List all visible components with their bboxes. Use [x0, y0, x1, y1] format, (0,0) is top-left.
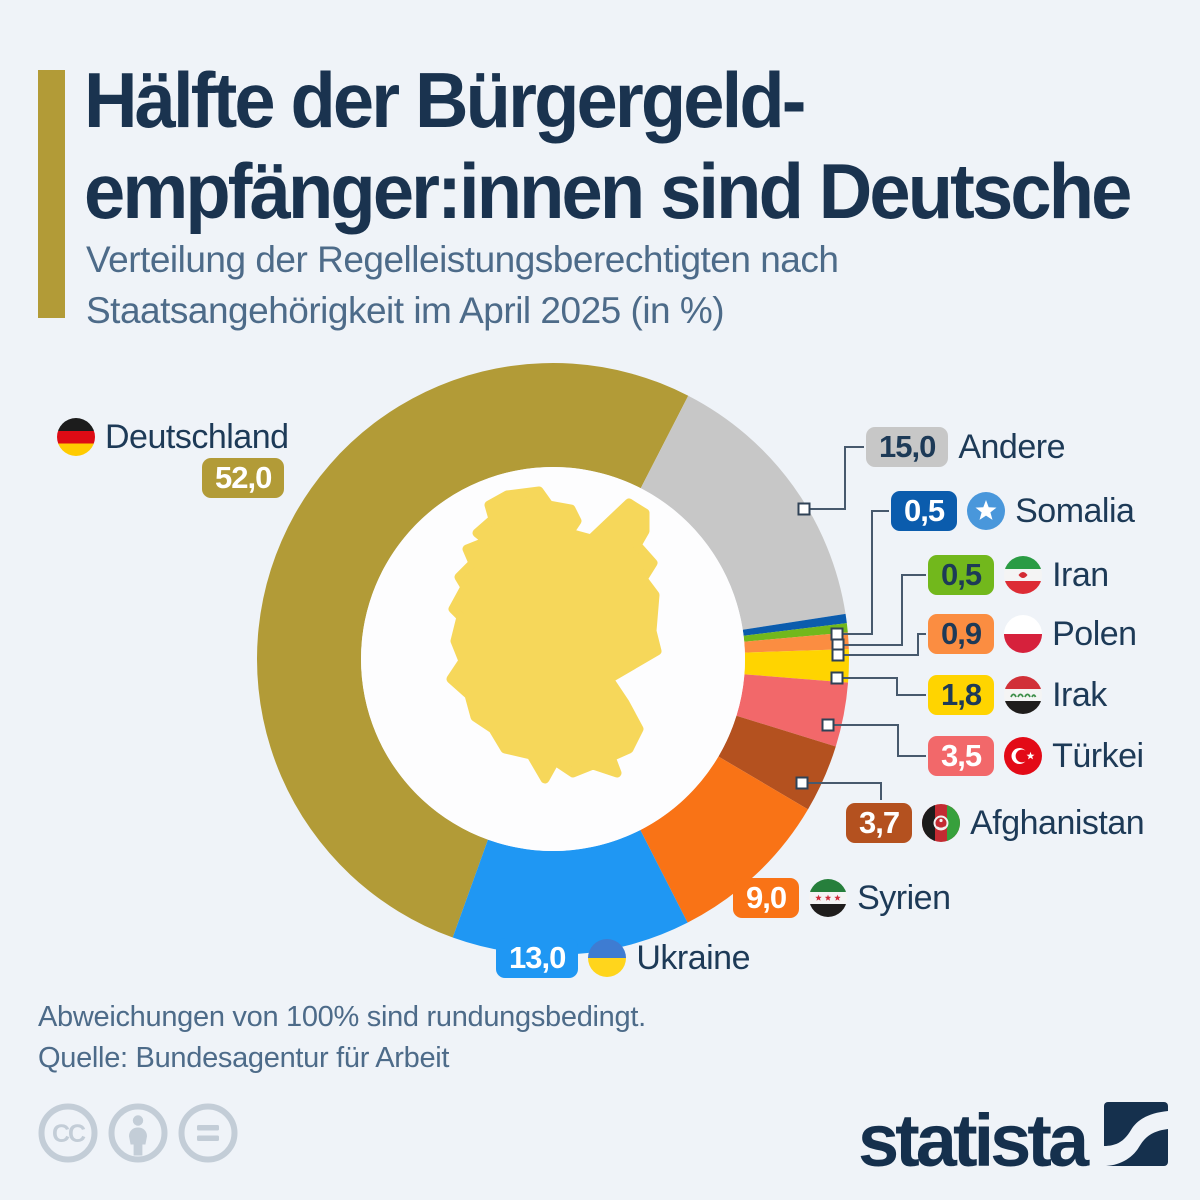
legend-row-iran: 0,5 Iran — [928, 553, 1109, 597]
country-label-iran: Iran — [1052, 555, 1109, 594]
segment-iran — [743, 623, 848, 642]
segment-irak — [744, 649, 849, 683]
country-label-ukraine: Ukraine — [636, 938, 751, 977]
iran-flag-icon — [1004, 556, 1043, 594]
segment-polen — [744, 632, 849, 653]
equals-icon — [178, 1103, 238, 1163]
legend-row-afghanistan: 3,7 Afghanistan — [846, 801, 1145, 845]
connector-node-tuerkei — [821, 718, 835, 732]
country-label-polen: Polen — [1052, 614, 1137, 653]
segment-tuerkei — [736, 674, 849, 747]
country-label-tuerkei: Türkei — [1052, 736, 1144, 775]
legend-row-irak: 1,8 Irak — [928, 673, 1107, 717]
country-label-afghanistan: Afghanistan — [970, 803, 1145, 842]
segment-somalia — [742, 613, 847, 636]
country-label-irak: Irak — [1052, 675, 1107, 714]
value-badge-somalia: 0,5 — [891, 491, 958, 531]
afghanistan-flag-icon — [922, 804, 961, 842]
statista-logo-mark — [1104, 1102, 1168, 1166]
country-label-deutschland: Deutschland — [105, 417, 289, 456]
page-subtitle: Verteilung der Regelleistungsberechtigte… — [86, 239, 839, 332]
svg-text:CC: CC — [52, 1120, 86, 1148]
segment-andere — [640, 395, 846, 630]
value-badge-ukraine: 13,0 — [496, 938, 579, 978]
connector-afghanistan — [802, 782, 882, 800]
value-badge-syrien: 9,0 — [733, 878, 800, 918]
germany-map-silhouette — [446, 486, 662, 784]
poland-flag-icon — [1004, 615, 1043, 653]
country-label-andere: Andere — [958, 427, 1065, 466]
legend-row-andere: 15,0 Andere — [866, 425, 1065, 469]
value-badge-afghanistan: 3,7 — [846, 803, 913, 843]
statista-wordmark: statista — [858, 1099, 1089, 1182]
country-label-somalia: Somalia — [1015, 491, 1135, 530]
legend-row-ukraine: 13,0 Ukraine — [496, 936, 751, 980]
turkey-flag-icon — [1004, 737, 1043, 775]
country-label-syrien: Syrien — [857, 878, 951, 917]
connector-node-irak — [830, 671, 844, 685]
connector-irak — [837, 677, 926, 696]
iraq-flag-icon — [1004, 676, 1043, 714]
connector-node-somalia — [830, 627, 844, 641]
source-note: Quelle: Bundesagentur für Arbeit — [38, 1042, 450, 1074]
connector-node-afghanistan — [795, 776, 809, 790]
legend-row-tuerkei: 3,5 Türkei — [928, 734, 1144, 778]
syria-flag-icon — [809, 879, 848, 917]
segment-deutschland — [257, 363, 689, 938]
accent-bar — [38, 70, 65, 318]
connector-node-andere — [797, 502, 811, 516]
page-title: Hälfte der Bürgergeld- empfänger:innen s… — [84, 56, 1132, 236]
ukraine-flag-icon — [588, 939, 627, 977]
rounding-note: Abweichungen von 100% sind rundungsbedin… — [38, 1001, 646, 1033]
value-badge-polen: 0,9 — [928, 614, 995, 654]
value-badge-andere: 15,0 — [866, 427, 949, 467]
legend-row-syrien: 9,0 Syrien — [733, 876, 951, 920]
cc-license-icons: CC — [38, 1103, 238, 1163]
value-badge-irak: 1,8 — [928, 675, 995, 715]
value-badge-tuerkei: 3,5 — [928, 736, 995, 776]
legend-row-somalia: 0,5 Somalia — [891, 489, 1135, 533]
legend-row-polen: 0,9 Polen — [928, 612, 1137, 656]
connector-somalia — [837, 510, 889, 635]
cc-icon: CC — [38, 1103, 98, 1163]
segment-syrien — [640, 756, 808, 923]
connector-polen — [838, 633, 926, 656]
connector-andere — [804, 446, 864, 510]
connector-node-polen — [831, 648, 845, 662]
connector-tuerkei — [828, 724, 926, 757]
value-badge-iran: 0,5 — [928, 555, 995, 595]
attribution-person-icon — [108, 1103, 168, 1163]
germany-flag-icon — [57, 418, 95, 456]
value-badge-deutschland: 52,0 — [202, 458, 285, 498]
segment-ukraine — [452, 830, 688, 956]
somalia-flag-icon — [967, 492, 1006, 530]
legend-row-deutschland: Deutschland — [57, 415, 289, 459]
connector-iran — [838, 574, 926, 646]
